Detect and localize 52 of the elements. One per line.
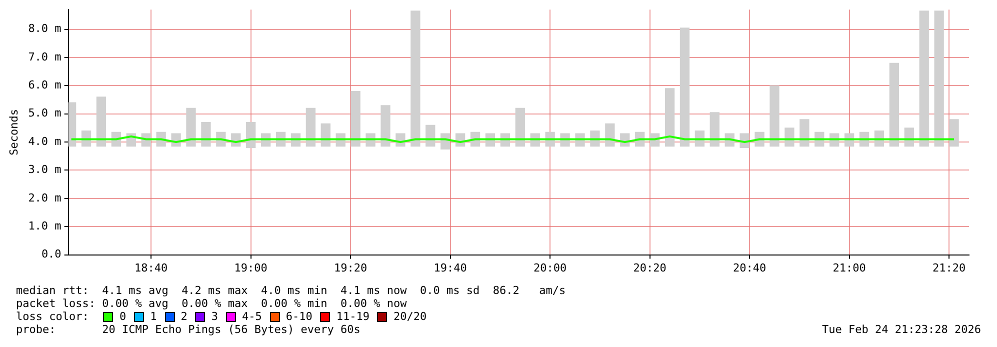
bar	[770, 85, 780, 147]
y-tick-label: 4.0 m	[28, 134, 62, 148]
y-tick-label: 8.0 m	[28, 22, 62, 36]
y-tick-label: 1.0 m	[28, 219, 62, 232]
bar	[410, 10, 420, 147]
bar	[380, 105, 390, 147]
bar	[350, 91, 360, 147]
x-tick-label: 20:20	[633, 261, 666, 274]
text: probe: 20 ICMP Echo Pings (56 Bytes) every 60s	[16, 323, 360, 336]
x-tick-label: 19:00	[234, 261, 268, 274]
text: Tue Feb 24 21:23:28 2026	[822, 323, 981, 336]
bar	[680, 28, 690, 147]
bar	[68, 102, 76, 147]
bar	[934, 10, 944, 147]
bar	[605, 123, 615, 147]
x-tick-label: 21:00	[832, 261, 866, 274]
bar	[186, 108, 196, 147]
y-tick-label: 7.0 m	[28, 50, 62, 64]
bar	[96, 96, 106, 147]
x-tick-label: 20:40	[733, 261, 766, 274]
x-tick-label: 19:20	[334, 261, 368, 274]
bar	[710, 112, 720, 147]
bar	[664, 88, 675, 147]
bar	[800, 119, 810, 147]
bar	[919, 10, 929, 147]
bar	[889, 62, 900, 147]
bar	[949, 119, 959, 147]
bar	[201, 122, 211, 147]
legend-label: 4-5	[242, 310, 262, 323]
x-tick-label: 21:20	[932, 261, 966, 274]
y-axis-title: Seconds	[7, 109, 20, 156]
legend-title: loss color:	[16, 310, 90, 323]
y-tick-label: 0.0	[41, 248, 62, 261]
legend-label: 2	[180, 310, 188, 323]
y-tick-label: 3.0 m	[28, 163, 62, 176]
legend-label: 11-19	[336, 310, 370, 323]
legend-label: 0	[119, 310, 126, 323]
legend-label: 3	[211, 310, 218, 323]
y-tick-label: 6.0 m	[28, 78, 62, 92]
bar	[246, 122, 256, 148]
legend-label: 6-10	[286, 310, 312, 323]
legend-label: 20/20	[393, 310, 427, 323]
legend-label: 1	[150, 310, 157, 323]
x-tick-label: 20:00	[534, 261, 567, 274]
bar	[306, 108, 316, 147]
text: packet loss: 0.00 % avg 0.00 % max 0.00 % min 0.00 % now	[16, 297, 408, 310]
y-tick-label: 5.0 m	[28, 106, 62, 120]
x-tick-label: 19:40	[434, 261, 467, 274]
text: median rtt: 4.1 ms avg 4.2 ms max 4.0 ms min 4.1 ms now 0.0 ms sd 86.2 am/s	[16, 284, 567, 297]
bar	[515, 108, 525, 147]
x-tick-label: 18:40	[134, 261, 168, 274]
y-tick-label: 2.0 m	[28, 191, 62, 204]
